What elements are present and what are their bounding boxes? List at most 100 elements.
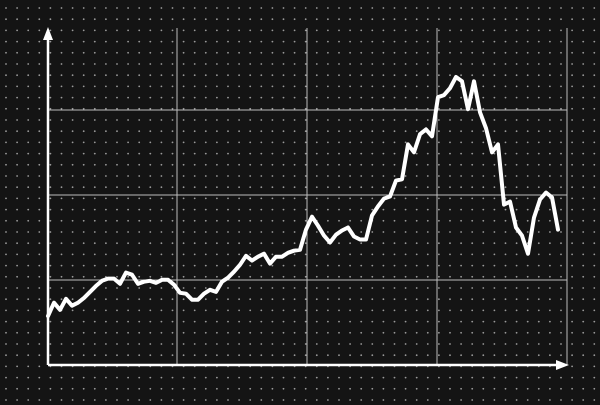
grid-dot (282, 119, 285, 121)
grid-dot (360, 320, 363, 323)
grid-dot (204, 175, 207, 177)
grid-dot (216, 320, 218, 323)
grid-dot (449, 74, 451, 77)
grid-dot (582, 231, 585, 233)
grid-dot (27, 63, 30, 65)
grid-dot (449, 354, 451, 357)
grid-dot (327, 186, 329, 189)
grid-dot (315, 119, 318, 121)
grid-dot (27, 51, 30, 54)
grid-dot (349, 343, 351, 345)
grid-dot (449, 387, 451, 390)
grid-dot (515, 18, 518, 21)
grid-dot (493, 7, 496, 9)
grid-dot (493, 298, 496, 301)
grid-dot (426, 309, 429, 312)
grid-dot (493, 387, 496, 390)
grid-dot (60, 264, 63, 267)
grid-dot (138, 376, 141, 379)
grid-dot (393, 309, 396, 312)
grid-dot (471, 63, 474, 65)
grid-dot (315, 376, 318, 379)
grid-dot (526, 186, 529, 189)
grid-dot (71, 175, 74, 177)
grid-dot (371, 63, 374, 65)
grid-dot (415, 320, 418, 323)
grid-dot (338, 399, 340, 401)
grid-dot (426, 354, 429, 357)
grid-dot (49, 51, 52, 54)
grid-dot (82, 141, 85, 144)
grid-dot (482, 186, 485, 189)
grid-dot (571, 287, 573, 289)
grid-dot (515, 197, 518, 200)
grid-dot (82, 130, 85, 133)
grid-dot (93, 163, 96, 166)
grid-dot (271, 264, 274, 267)
grid-dot (116, 85, 118, 88)
grid-dot (382, 107, 385, 110)
grid-dot (216, 354, 218, 357)
grid-dot (327, 387, 329, 390)
grid-dot (493, 208, 496, 211)
grid-dot (138, 197, 141, 200)
grid-dot (360, 186, 363, 189)
grid-dot (238, 119, 241, 121)
grid-dot (382, 74, 385, 77)
grid-dot (315, 264, 318, 267)
grid-dot (127, 74, 129, 77)
grid-dot (216, 275, 218, 278)
grid-dot (315, 231, 318, 233)
grid-dot (471, 219, 474, 222)
grid-dot (349, 331, 351, 334)
grid-dot (138, 320, 141, 323)
grid-dot (60, 119, 63, 121)
grid-dot (260, 7, 263, 9)
grid-dot (204, 275, 207, 278)
grid-dot (16, 343, 18, 345)
grid-dot (282, 354, 285, 357)
grid-dot (171, 51, 174, 54)
grid-dot (16, 298, 18, 301)
grid-dot (16, 320, 18, 323)
grid-dot (105, 387, 107, 390)
grid-dot (504, 343, 507, 345)
grid-dot (193, 141, 196, 144)
grid-dot (426, 7, 429, 9)
grid-dot (27, 309, 30, 312)
grid-dot (382, 186, 385, 189)
grid-dot (182, 309, 185, 312)
grid-dot (338, 29, 340, 32)
grid-dot (426, 287, 429, 289)
grid-dot (415, 85, 418, 88)
grid-dot (549, 63, 551, 65)
grid-dot (304, 320, 307, 323)
grid-dot (38, 309, 41, 312)
grid-dot (471, 376, 474, 379)
grid-dot (593, 264, 596, 267)
grid-dot (227, 163, 229, 166)
grid-dot (271, 320, 274, 323)
grid-dot (338, 163, 340, 166)
grid-dot (227, 7, 229, 9)
grid-dot (315, 287, 318, 289)
grid-dot (5, 376, 7, 379)
grid-dot (426, 231, 429, 233)
grid-dot (315, 51, 318, 54)
grid-dot (349, 186, 351, 189)
grid-dot (471, 119, 474, 121)
grid-dot (271, 85, 274, 88)
grid-dot (282, 107, 285, 110)
grid-dot (515, 376, 518, 379)
grid-dot (171, 152, 174, 155)
grid-dot (537, 376, 540, 379)
grid-dot (216, 208, 218, 211)
grid-dot (549, 298, 551, 301)
grid-dot (560, 186, 562, 189)
grid-dot (282, 219, 285, 222)
grid-dot (493, 119, 496, 121)
grid-dot (482, 253, 485, 256)
grid-dot (49, 130, 52, 133)
axes (43, 27, 569, 370)
grid-dot (426, 51, 429, 54)
